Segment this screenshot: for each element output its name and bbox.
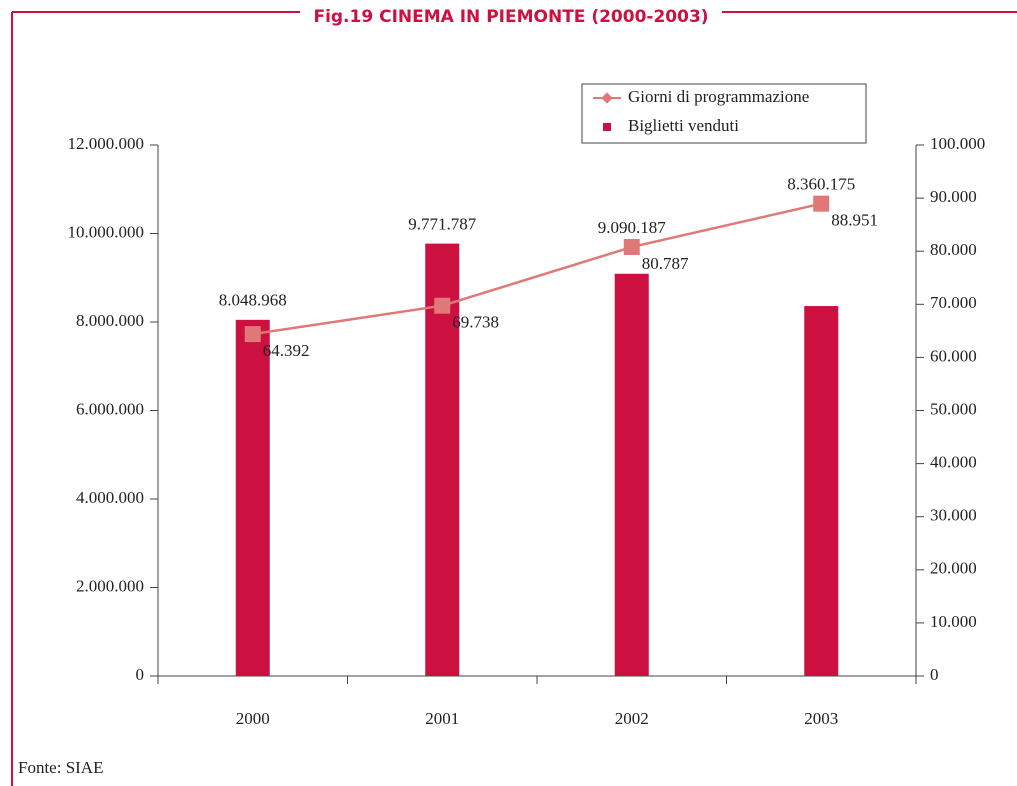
line <box>252 202 822 336</box>
y2-tick-label: 20.000 <box>930 559 977 578</box>
y2-tick-label: 0 <box>930 665 939 684</box>
y2-tick-label: 60.000 <box>930 346 977 365</box>
bar <box>235 319 270 676</box>
chart-title: Fig.19 CINEMA IN PIEMONTE (2000-2003) <box>313 7 708 27</box>
line-marker <box>623 239 640 256</box>
legend-box <box>581 83 867 144</box>
y2-tick-label: 80.000 <box>930 240 977 259</box>
bar-value-label: 9.090.187 <box>598 218 667 237</box>
bar-value-label: 9.771.787 <box>408 215 477 234</box>
y2-tick-label: 40.000 <box>930 453 977 472</box>
x-tick-label: 2002 <box>615 709 649 728</box>
y-tick-label: 6.000.000 <box>76 399 144 418</box>
y2-tick-label: 100.000 <box>930 134 985 153</box>
legend-label: Biglietti venduti <box>628 116 739 135</box>
y2-tick-label: 10.000 <box>930 612 977 631</box>
line-value-label: 69.738 <box>452 313 499 332</box>
y-tick-label: 0 <box>136 665 145 684</box>
bar-value-label: 8.360.175 <box>787 175 855 194</box>
line-marker <box>244 326 261 343</box>
line-marker <box>434 297 451 314</box>
bar <box>614 273 649 676</box>
y-tick-label: 2.000.000 <box>76 576 144 595</box>
y2-tick-label: 30.000 <box>930 506 977 525</box>
bar-value-label: 8.048.968 <box>219 291 287 310</box>
y2-tick-label: 90.000 <box>930 187 977 206</box>
line-marker <box>813 195 830 212</box>
y2-tick-label: 50.000 <box>930 399 977 418</box>
x-tick-label: 2003 <box>804 709 838 728</box>
bar <box>804 306 839 676</box>
y-tick-label: 10.000.000 <box>68 222 145 241</box>
line-value-label: 88.951 <box>831 211 878 230</box>
source: Fonte: SIAE <box>18 758 103 777</box>
bar <box>425 243 460 676</box>
y2-tick-label: 70.000 <box>930 293 977 312</box>
legend-marker <box>603 123 611 131</box>
line-value-label: 64.392 <box>263 341 310 360</box>
y-tick-label: 8.000.000 <box>76 311 144 330</box>
x-tick-label: 2000 <box>236 709 270 728</box>
line-value-label: 80.787 <box>642 254 689 273</box>
y-tick-label: 12.000.000 <box>68 134 145 153</box>
x-tick-label: 2001 <box>425 709 459 728</box>
y-tick-label: 4.000.000 <box>76 488 144 507</box>
legend-label: Giorni di programmazione <box>628 87 809 106</box>
